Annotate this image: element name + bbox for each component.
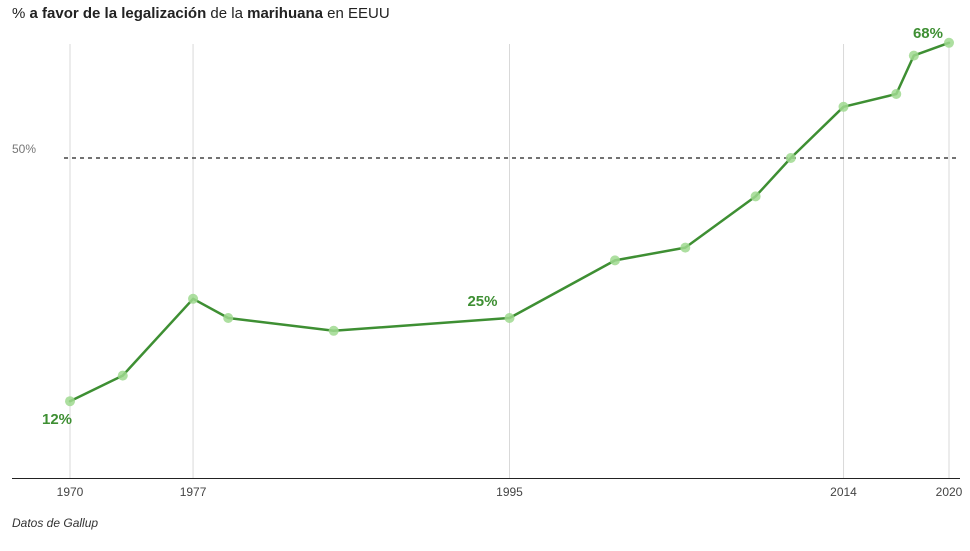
x-tick-label-2020: 2020 <box>936 485 963 499</box>
title-part-4: marihuana <box>247 5 323 22</box>
data-point-2005 <box>680 242 691 253</box>
x-tick-label-2014: 2014 <box>830 485 857 499</box>
series-line <box>68 41 951 403</box>
data-point-2001 <box>609 255 620 266</box>
title-part-1: % <box>12 5 30 22</box>
point-label-1970: 12% <box>42 411 72 428</box>
data-point-1977 <box>188 293 199 304</box>
data-point-1985 <box>328 325 339 336</box>
data-point-2014 <box>838 101 849 112</box>
data-point-2017 <box>891 89 902 99</box>
data-point-1995 <box>504 313 515 323</box>
data-point-2018 <box>908 50 919 61</box>
title-part-2: a favor de la legalización <box>29 5 207 22</box>
data-point-2011 <box>785 153 796 163</box>
chart-title: % a favor de la legalización de la marih… <box>12 5 390 22</box>
data-point-2020 <box>944 37 954 48</box>
title-part-3: de la <box>206 5 248 22</box>
data-point-1979 <box>223 313 234 323</box>
title-part-5: en EEUU <box>322 5 390 22</box>
data-point-2009 <box>750 191 761 202</box>
reference-line-label: 50% <box>12 142 36 156</box>
point-label-2020: 68% <box>913 25 943 42</box>
point-label-1995: 25% <box>467 293 497 310</box>
data-point-1970 <box>65 396 75 407</box>
data-point-1973 <box>117 370 128 381</box>
x-tick-label-1970: 1970 <box>57 485 84 499</box>
x-tick-label-1995: 1995 <box>496 485 523 499</box>
x-tick-label-1977: 1977 <box>180 485 207 499</box>
source-note: Datos de Gallup <box>12 516 99 530</box>
